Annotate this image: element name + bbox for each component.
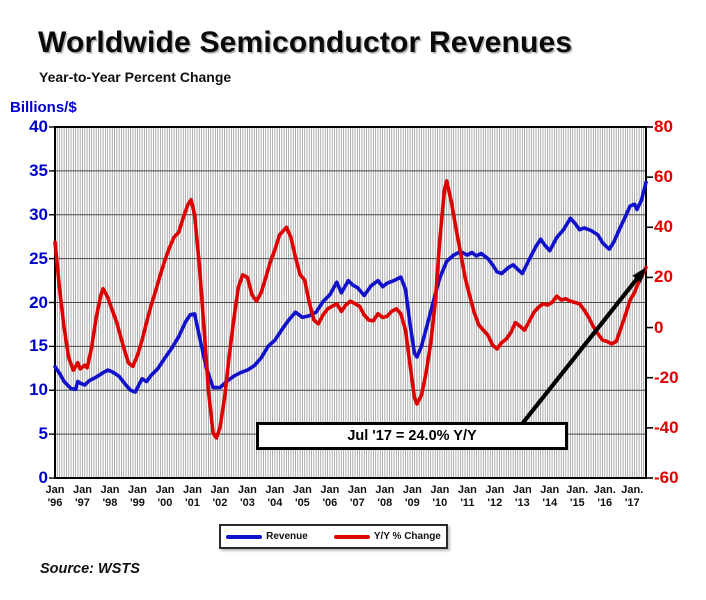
x-axis-tick-label: Jan '03 (237, 484, 257, 509)
x-axis-tick-label: Jan '11 (457, 484, 477, 509)
left-axis-unit-label: Billions/$ (10, 99, 77, 116)
right-axis-tick-label: 0 (654, 317, 664, 337)
legend: Revenue Y/Y % Change (219, 524, 448, 549)
left-axis-tick-label: 0 (38, 468, 48, 487)
left-axis-tick-label: 30 (29, 204, 48, 224)
x-axis-tick-label: Jan '00 (155, 484, 175, 509)
x-axis-tick-label: Jan '06 (320, 484, 340, 509)
yoy-line-swatch (333, 534, 370, 539)
right-axis-tick-label: -60 (654, 468, 679, 487)
x-axis-tick-label: Jan '13 (512, 484, 532, 509)
right-axis-tick-label: -40 (654, 417, 679, 437)
left-axis-tick-label: 40 (29, 117, 48, 136)
right-axis-tick-label: -20 (654, 367, 679, 387)
annotation-callout: Jul '17 = 24.0% Y/Y (256, 422, 568, 450)
x-axis-tick-label: Jan '08 (375, 484, 395, 509)
x-axis-tick-label: Jan '99 (127, 484, 147, 509)
x-axis-tick-label: Jan '97 (73, 484, 92, 509)
x-axis-tick-label: Jan. '17 (621, 484, 644, 509)
x-axis-tick-label: Jan. '15 (566, 484, 589, 509)
x-axis-tick-label: Jan '05 (292, 484, 312, 509)
left-axis-tick-label: 10 (29, 380, 48, 400)
legend-label-yoy-change: Y/Y % Change (373, 531, 441, 542)
annotation-text: Jul '17 = 24.0% Y/Y (347, 428, 477, 444)
x-axis-tick-label: Jan '96 (45, 484, 65, 509)
x-axis-tick-label: Jan '01 (182, 484, 202, 509)
left-axis-tick-label: 20 (29, 292, 48, 312)
series-revenue (53, 180, 648, 394)
x-axis-tick-label: Jan '07 (347, 484, 367, 509)
x-axis-tick-label: Jan '10 (430, 484, 450, 509)
left-axis-tick-label: 25 (29, 248, 48, 268)
x-axis-tick-label: Jan '04 (265, 484, 285, 509)
legend-label-revenue: Revenue (266, 531, 308, 542)
revenue-line-swatch (226, 534, 263, 539)
right-axis-tick-label: 60 (654, 167, 673, 187)
x-axis-tick-label: Jan '98 (100, 484, 120, 509)
left-axis-tick-label: 15 (29, 336, 48, 356)
right-axis-tick-label: 20 (654, 267, 673, 287)
source-note: Source: WSTS (40, 561, 140, 577)
right-axis-tick-label: 80 (654, 117, 673, 136)
x-axis-tick-label: Jan '12 (485, 484, 505, 509)
x-axis-tick-label: Jan '09 (402, 484, 422, 509)
right-axis-tick-label: 40 (654, 217, 673, 237)
x-axis-tick-label: Jan. '16 (593, 484, 616, 509)
legend-item-yoy-change: Y/Y % Change (333, 531, 441, 542)
page-title: Worldwide Semiconductor Revenues (38, 26, 573, 59)
x-axis-tick-label: Jan '02 (210, 484, 230, 509)
left-axis-tick-label: 5 (38, 424, 48, 444)
x-axis-tick-label: Jan '14 (540, 484, 560, 509)
legend-item-revenue: Revenue (226, 531, 308, 542)
plot-area (49, 126, 653, 479)
chart-subtitle: Year-to-Year Percent Change (39, 69, 232, 85)
left-axis-tick-label: 35 (29, 160, 48, 180)
